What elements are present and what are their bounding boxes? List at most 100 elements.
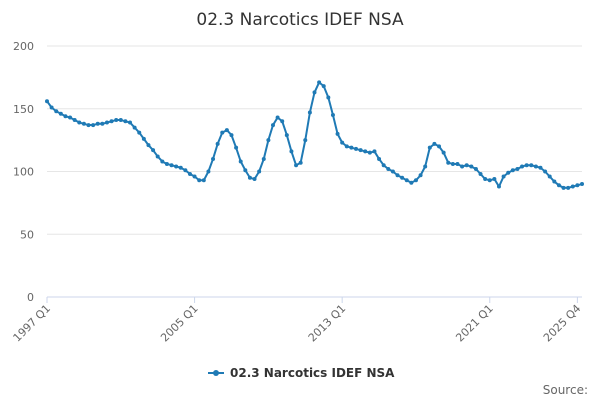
data-point[interactable] [358, 148, 363, 153]
data-point[interactable] [506, 170, 511, 175]
data-point[interactable] [450, 161, 455, 166]
data-point[interactable] [141, 136, 146, 141]
data-point[interactable] [427, 145, 432, 150]
legend[interactable]: 02.3 Narcotics IDEF NSA [208, 366, 395, 380]
data-point[interactable] [261, 156, 266, 161]
data-point[interactable] [395, 173, 400, 178]
data-point[interactable] [174, 164, 179, 169]
data-point[interactable] [529, 163, 534, 168]
data-point[interactable] [575, 183, 580, 188]
data-point[interactable] [317, 80, 322, 85]
data-point[interactable] [326, 95, 331, 100]
data-point[interactable] [303, 138, 308, 143]
data-point[interactable] [340, 140, 345, 145]
data-point[interactable] [487, 178, 492, 183]
data-point[interactable] [372, 149, 377, 154]
data-point[interactable] [533, 164, 538, 169]
data-point[interactable] [330, 113, 335, 118]
data-point[interactable] [437, 144, 442, 149]
data-point[interactable] [547, 174, 552, 179]
data-point[interactable] [367, 150, 372, 155]
data-point[interactable] [390, 169, 395, 174]
data-point[interactable] [556, 183, 561, 188]
data-point[interactable] [229, 133, 234, 138]
data-point[interactable] [349, 145, 354, 150]
data-point[interactable] [114, 118, 119, 123]
data-point[interactable] [409, 180, 414, 185]
data-point[interactable] [446, 160, 451, 165]
data-point[interactable] [243, 168, 248, 173]
data-point[interactable] [284, 133, 289, 138]
data-point[interactable] [197, 178, 202, 183]
data-point[interactable] [81, 121, 86, 126]
data-point[interactable] [552, 179, 557, 184]
data-point[interactable] [109, 119, 114, 124]
data-point[interactable] [335, 131, 340, 136]
data-point[interactable] [473, 166, 478, 171]
data-point[interactable] [77, 120, 82, 125]
data-point[interactable] [570, 184, 575, 189]
data-point[interactable] [492, 177, 497, 182]
data-point[interactable] [524, 163, 529, 168]
data-point[interactable] [312, 90, 317, 95]
data-point[interactable] [91, 123, 96, 128]
data-point[interactable] [252, 177, 257, 182]
data-point[interactable] [220, 130, 225, 135]
data-point[interactable] [423, 164, 428, 169]
data-point[interactable] [86, 123, 91, 128]
data-point[interactable] [561, 185, 566, 190]
data-point[interactable] [211, 156, 216, 161]
data-point[interactable] [58, 111, 63, 116]
data-point[interactable] [155, 154, 160, 159]
data-point[interactable] [478, 172, 483, 177]
data-point[interactable] [543, 169, 548, 174]
data-point[interactable] [49, 105, 54, 110]
data-point[interactable] [104, 120, 109, 125]
data-point[interactable] [224, 128, 229, 133]
data-point[interactable] [123, 119, 128, 124]
data-point[interactable] [289, 149, 294, 154]
data-point[interactable] [137, 130, 142, 135]
data-point[interactable] [54, 109, 59, 114]
data-point[interactable] [515, 166, 520, 171]
data-point[interactable] [363, 149, 368, 154]
data-point[interactable] [344, 144, 349, 149]
data-point[interactable] [275, 115, 280, 120]
data-point[interactable] [95, 121, 100, 126]
data-point[interactable] [418, 173, 423, 178]
data-point[interactable] [187, 172, 192, 177]
data-point[interactable] [294, 163, 299, 168]
data-point[interactable] [441, 150, 446, 155]
data-point[interactable] [381, 163, 386, 168]
data-point[interactable] [321, 84, 326, 89]
data-point[interactable] [45, 99, 49, 104]
data-point[interactable] [538, 165, 543, 170]
data-point[interactable] [432, 141, 437, 146]
data-point[interactable] [164, 161, 169, 166]
data-point[interactable] [257, 169, 262, 174]
data-point[interactable] [496, 184, 501, 189]
data-point[interactable] [238, 159, 243, 164]
data-point[interactable] [566, 185, 571, 190]
data-point[interactable] [580, 182, 584, 187]
data-point[interactable] [280, 119, 285, 124]
data-point[interactable] [354, 146, 359, 151]
data-point[interactable] [63, 114, 68, 119]
data-point[interactable] [183, 168, 188, 173]
data-point[interactable] [483, 177, 488, 182]
data-point[interactable] [266, 138, 271, 143]
data-point[interactable] [400, 175, 405, 180]
data-point[interactable] [270, 123, 275, 128]
data-point[interactable] [234, 145, 239, 150]
data-point[interactable] [160, 159, 165, 164]
data-point[interactable] [118, 118, 123, 123]
data-point[interactable] [413, 178, 418, 183]
data-point[interactable] [132, 125, 137, 130]
data-point[interactable] [460, 164, 465, 169]
data-point[interactable] [386, 166, 391, 171]
data-point[interactable] [201, 178, 206, 183]
data-point[interactable] [178, 165, 183, 170]
data-point[interactable] [192, 174, 197, 179]
data-point[interactable] [377, 156, 382, 161]
data-point[interactable] [72, 118, 77, 123]
